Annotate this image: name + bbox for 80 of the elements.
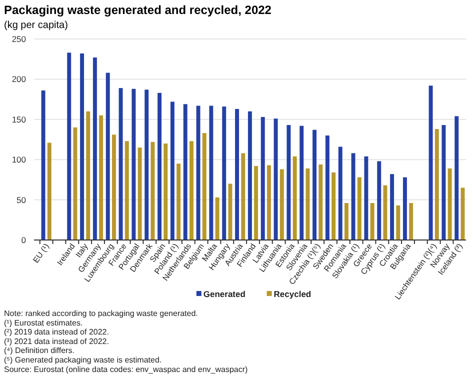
bar xyxy=(222,106,226,240)
text: (¹) Eurostat estimates. xyxy=(4,318,83,328)
bar xyxy=(99,115,104,240)
bar xyxy=(434,129,439,240)
bar xyxy=(448,168,452,240)
text: (⁴) Definition differs. xyxy=(4,346,74,356)
bar xyxy=(300,126,304,240)
bar xyxy=(183,104,188,240)
bar xyxy=(396,205,400,240)
y-tick-label: 100 xyxy=(12,154,26,165)
bar xyxy=(235,108,240,240)
legend-label: Generated xyxy=(203,289,246,299)
y-tick-label: 150 xyxy=(12,114,26,124)
bar xyxy=(196,106,200,240)
text: (⁵) Generated packaging waste is estimated. xyxy=(4,356,162,364)
bar xyxy=(260,116,265,240)
bar xyxy=(325,135,330,240)
bar xyxy=(318,164,323,240)
bar xyxy=(312,130,317,240)
bar xyxy=(383,185,388,240)
bar xyxy=(442,125,446,240)
bar xyxy=(292,156,297,240)
bar xyxy=(351,153,356,240)
bar xyxy=(357,177,362,240)
bar xyxy=(112,134,116,240)
bar xyxy=(280,169,284,240)
bar xyxy=(274,118,278,240)
bar xyxy=(241,153,246,240)
bar xyxy=(338,146,342,240)
bar xyxy=(306,168,310,240)
bar xyxy=(124,141,129,240)
bar xyxy=(176,164,181,240)
bar xyxy=(189,141,194,240)
bar xyxy=(158,92,162,240)
bar xyxy=(377,161,382,240)
bar xyxy=(215,197,220,240)
bar xyxy=(132,88,136,240)
bar xyxy=(144,90,149,240)
bar xyxy=(266,165,271,240)
bar xyxy=(73,127,78,240)
bar xyxy=(228,184,232,240)
bar xyxy=(86,111,90,240)
legend-label: Recycled xyxy=(274,289,312,299)
chart-title: Packaging waste generated and recycled, 2022 xyxy=(4,3,272,17)
y-tick-label: 0 xyxy=(21,235,26,245)
bar xyxy=(138,148,142,240)
bar xyxy=(254,166,258,240)
bar xyxy=(370,203,374,240)
bar xyxy=(80,53,84,240)
source-note: Source: Eurostat (online data codes: env_waspac and env_waspacr) xyxy=(4,364,248,374)
bar xyxy=(364,156,368,240)
text: (²) 2019 data instead of 2022. xyxy=(4,328,109,337)
bar xyxy=(332,172,336,240)
bar xyxy=(460,188,465,240)
bar xyxy=(344,203,348,240)
bar xyxy=(286,125,291,240)
x-tick-label: EU (¹) xyxy=(31,242,52,265)
bar xyxy=(202,133,206,240)
bar xyxy=(106,72,110,240)
y-tick-label: 200 xyxy=(12,74,26,84)
chart-subtitle: (kg per capita) xyxy=(4,20,68,31)
bar xyxy=(428,86,433,240)
bar xyxy=(390,174,394,240)
text: (³) 2021 data instead of 2022. xyxy=(4,336,109,346)
bar xyxy=(409,203,414,240)
bar xyxy=(41,90,46,240)
bar xyxy=(454,116,459,240)
bar xyxy=(248,111,252,240)
bar xyxy=(164,144,168,240)
bar xyxy=(402,177,407,240)
bar xyxy=(47,142,52,240)
bar xyxy=(170,102,174,240)
bar xyxy=(67,52,72,240)
bar xyxy=(209,106,214,240)
bar xyxy=(92,57,97,240)
text: Note: ranked according to packaging waste generated. xyxy=(4,309,198,318)
y-tick-label: 50 xyxy=(16,194,26,205)
bar xyxy=(150,142,155,240)
bar xyxy=(118,88,123,240)
y-tick-label: 250 xyxy=(12,34,26,44)
